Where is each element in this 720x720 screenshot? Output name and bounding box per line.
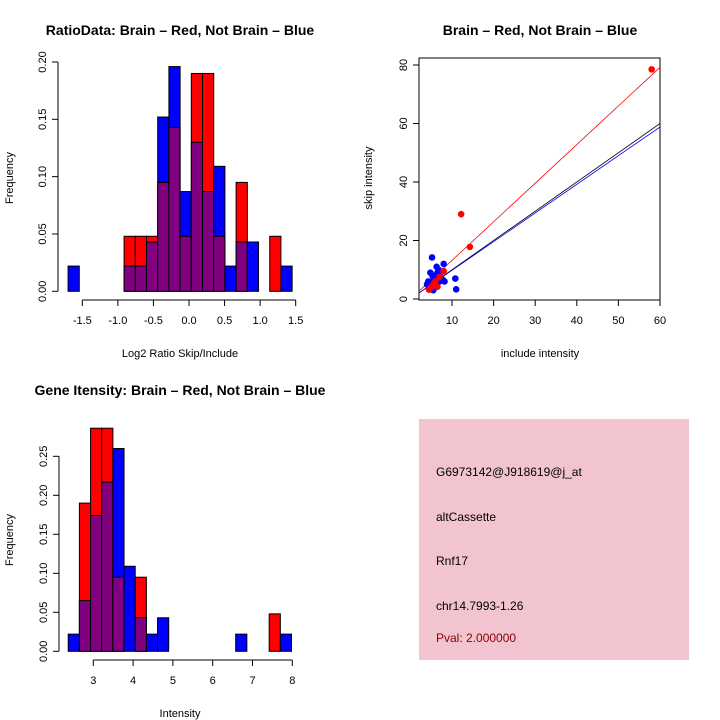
bar-overlap bbox=[157, 181, 170, 292]
point-not-brain bbox=[452, 275, 459, 282]
fit-line bbox=[419, 126, 660, 294]
point-brain bbox=[436, 273, 443, 281]
y-tick-label: 0.20 bbox=[37, 51, 49, 72]
info-panel: G6973142@J918619@j_at altCassette Rnf17 … bbox=[419, 419, 689, 660]
gene-intensity-histogram: Gene Itensity: Brain – Red, Not Brain – … bbox=[4, 382, 326, 720]
x-tick-label: 0.5 bbox=[217, 315, 232, 327]
y-tick-label: 40 bbox=[398, 176, 410, 188]
bar-overlap bbox=[235, 241, 248, 292]
y-tick-label: 0.05 bbox=[37, 223, 49, 244]
point-brain bbox=[429, 281, 437, 288]
bar-not-brain bbox=[224, 265, 237, 292]
bar-overlap bbox=[179, 235, 192, 292]
point-brain bbox=[648, 66, 655, 73]
event-type: altCassette bbox=[436, 510, 496, 524]
x-tick-label: 40 bbox=[571, 315, 583, 327]
x-tick-label: 30 bbox=[529, 315, 541, 327]
bar-overlap bbox=[90, 515, 103, 652]
x-tick-label: 6 bbox=[210, 675, 216, 687]
y-tick-label: 0.15 bbox=[37, 109, 49, 130]
fit-line bbox=[419, 66, 660, 292]
x-tick-label: 60 bbox=[654, 315, 666, 327]
y-tick-label: 0.05 bbox=[38, 602, 50, 623]
bar-brain bbox=[268, 613, 281, 652]
bar-overlap bbox=[101, 481, 114, 652]
y-tick-label: 20 bbox=[398, 234, 410, 246]
bar-not-brain bbox=[67, 265, 80, 292]
point-not-brain bbox=[428, 254, 436, 261]
point-not-brain bbox=[452, 286, 460, 293]
bar-brain bbox=[269, 235, 282, 292]
x-tick-label: 10 bbox=[446, 315, 458, 327]
bar-overlap bbox=[145, 241, 159, 292]
bar-overlap bbox=[213, 235, 226, 292]
bar-not-brain bbox=[157, 617, 170, 652]
y-tick-label: 0.25 bbox=[38, 446, 50, 467]
identity-line bbox=[419, 123, 660, 294]
y-tick-label: 0.10 bbox=[38, 563, 50, 584]
bar-overlap bbox=[134, 265, 147, 292]
gene-hist-xlabel: Intensity bbox=[160, 708, 201, 720]
point-not-brain bbox=[424, 278, 432, 285]
y-tick-label: 0.10 bbox=[37, 166, 49, 187]
x-tick-label: 7 bbox=[249, 675, 255, 687]
genomic-location: chr14.7993-1.26 bbox=[436, 599, 524, 613]
x-tick-label: 4 bbox=[130, 675, 136, 687]
x-tick-label: 8 bbox=[289, 675, 295, 687]
y-tick-label: 0.15 bbox=[38, 524, 50, 545]
x-tick-label: 1.5 bbox=[288, 315, 303, 327]
bar-not-brain bbox=[123, 565, 136, 652]
y-tick-label: 0.00 bbox=[38, 641, 50, 662]
bar-overlap bbox=[134, 617, 147, 652]
scatter-xlabel: include intensity bbox=[501, 348, 580, 360]
x-tick-label: 5 bbox=[170, 675, 176, 687]
bar-overlap bbox=[168, 126, 181, 292]
ratio-hist-xlabel: Log2 Ratio Skip/Include bbox=[122, 348, 238, 360]
x-tick-label: 20 bbox=[487, 315, 499, 327]
x-tick-label: 50 bbox=[612, 315, 624, 327]
y-tick-label: 80 bbox=[398, 59, 410, 71]
y-tick-label: 0 bbox=[398, 296, 410, 302]
x-tick-label: 0.0 bbox=[181, 315, 196, 327]
intensity-scatter: Brain – Red, Not Brain – Blue include in… bbox=[363, 22, 666, 360]
point-brain bbox=[466, 243, 474, 251]
probe-id: G6973142@J918619@j_at bbox=[436, 465, 582, 479]
scatter-title: Brain – Red, Not Brain – Blue bbox=[443, 22, 638, 38]
info-panel-background bbox=[419, 419, 689, 660]
y-tick-label: 0.00 bbox=[37, 281, 49, 302]
bar-overlap bbox=[112, 576, 125, 652]
bar-not-brain bbox=[279, 633, 293, 652]
bar-overlap bbox=[202, 191, 215, 292]
bar-overlap bbox=[78, 600, 92, 652]
point-not-brain bbox=[440, 260, 447, 268]
bar-overlap bbox=[123, 265, 136, 292]
point-brain bbox=[425, 286, 433, 293]
gene-name: Rnf17 bbox=[436, 554, 468, 568]
x-tick-label: -1.5 bbox=[73, 315, 92, 327]
plot-box bbox=[418, 57, 661, 301]
bar-not-brain bbox=[246, 241, 260, 292]
x-tick-label: 3 bbox=[90, 675, 96, 687]
x-tick-label: -1.0 bbox=[108, 315, 127, 327]
scatter-ylabel: skip intensity bbox=[363, 146, 375, 209]
bar-not-brain bbox=[280, 265, 293, 292]
ratio-hist-title: RatioData: Brain – Red, Not Brain – Blue bbox=[46, 22, 315, 38]
y-tick-label: 0.20 bbox=[38, 485, 50, 506]
ratio-hist-ylabel: Frequency bbox=[4, 152, 16, 204]
point-brain bbox=[440, 267, 447, 275]
point-not-brain bbox=[429, 272, 436, 279]
x-tick-label: 1.0 bbox=[252, 315, 267, 327]
bar-not-brain bbox=[145, 633, 159, 652]
gene-hist-ylabel: Frequency bbox=[4, 514, 16, 566]
gene-hist-title: Gene Itensity: Brain – Red, Not Brain – … bbox=[35, 382, 326, 398]
bar-overlap bbox=[190, 141, 204, 292]
x-tick-label: -0.5 bbox=[144, 315, 163, 327]
ratio-histogram: RatioData: Brain – Red, Not Brain – Blue… bbox=[4, 22, 314, 360]
y-tick-label: 60 bbox=[398, 117, 410, 129]
point-brain bbox=[457, 210, 465, 218]
bar-not-brain bbox=[67, 633, 80, 652]
pval-text: Pval: 2.000000 bbox=[436, 631, 516, 645]
bar-not-brain bbox=[235, 633, 248, 652]
